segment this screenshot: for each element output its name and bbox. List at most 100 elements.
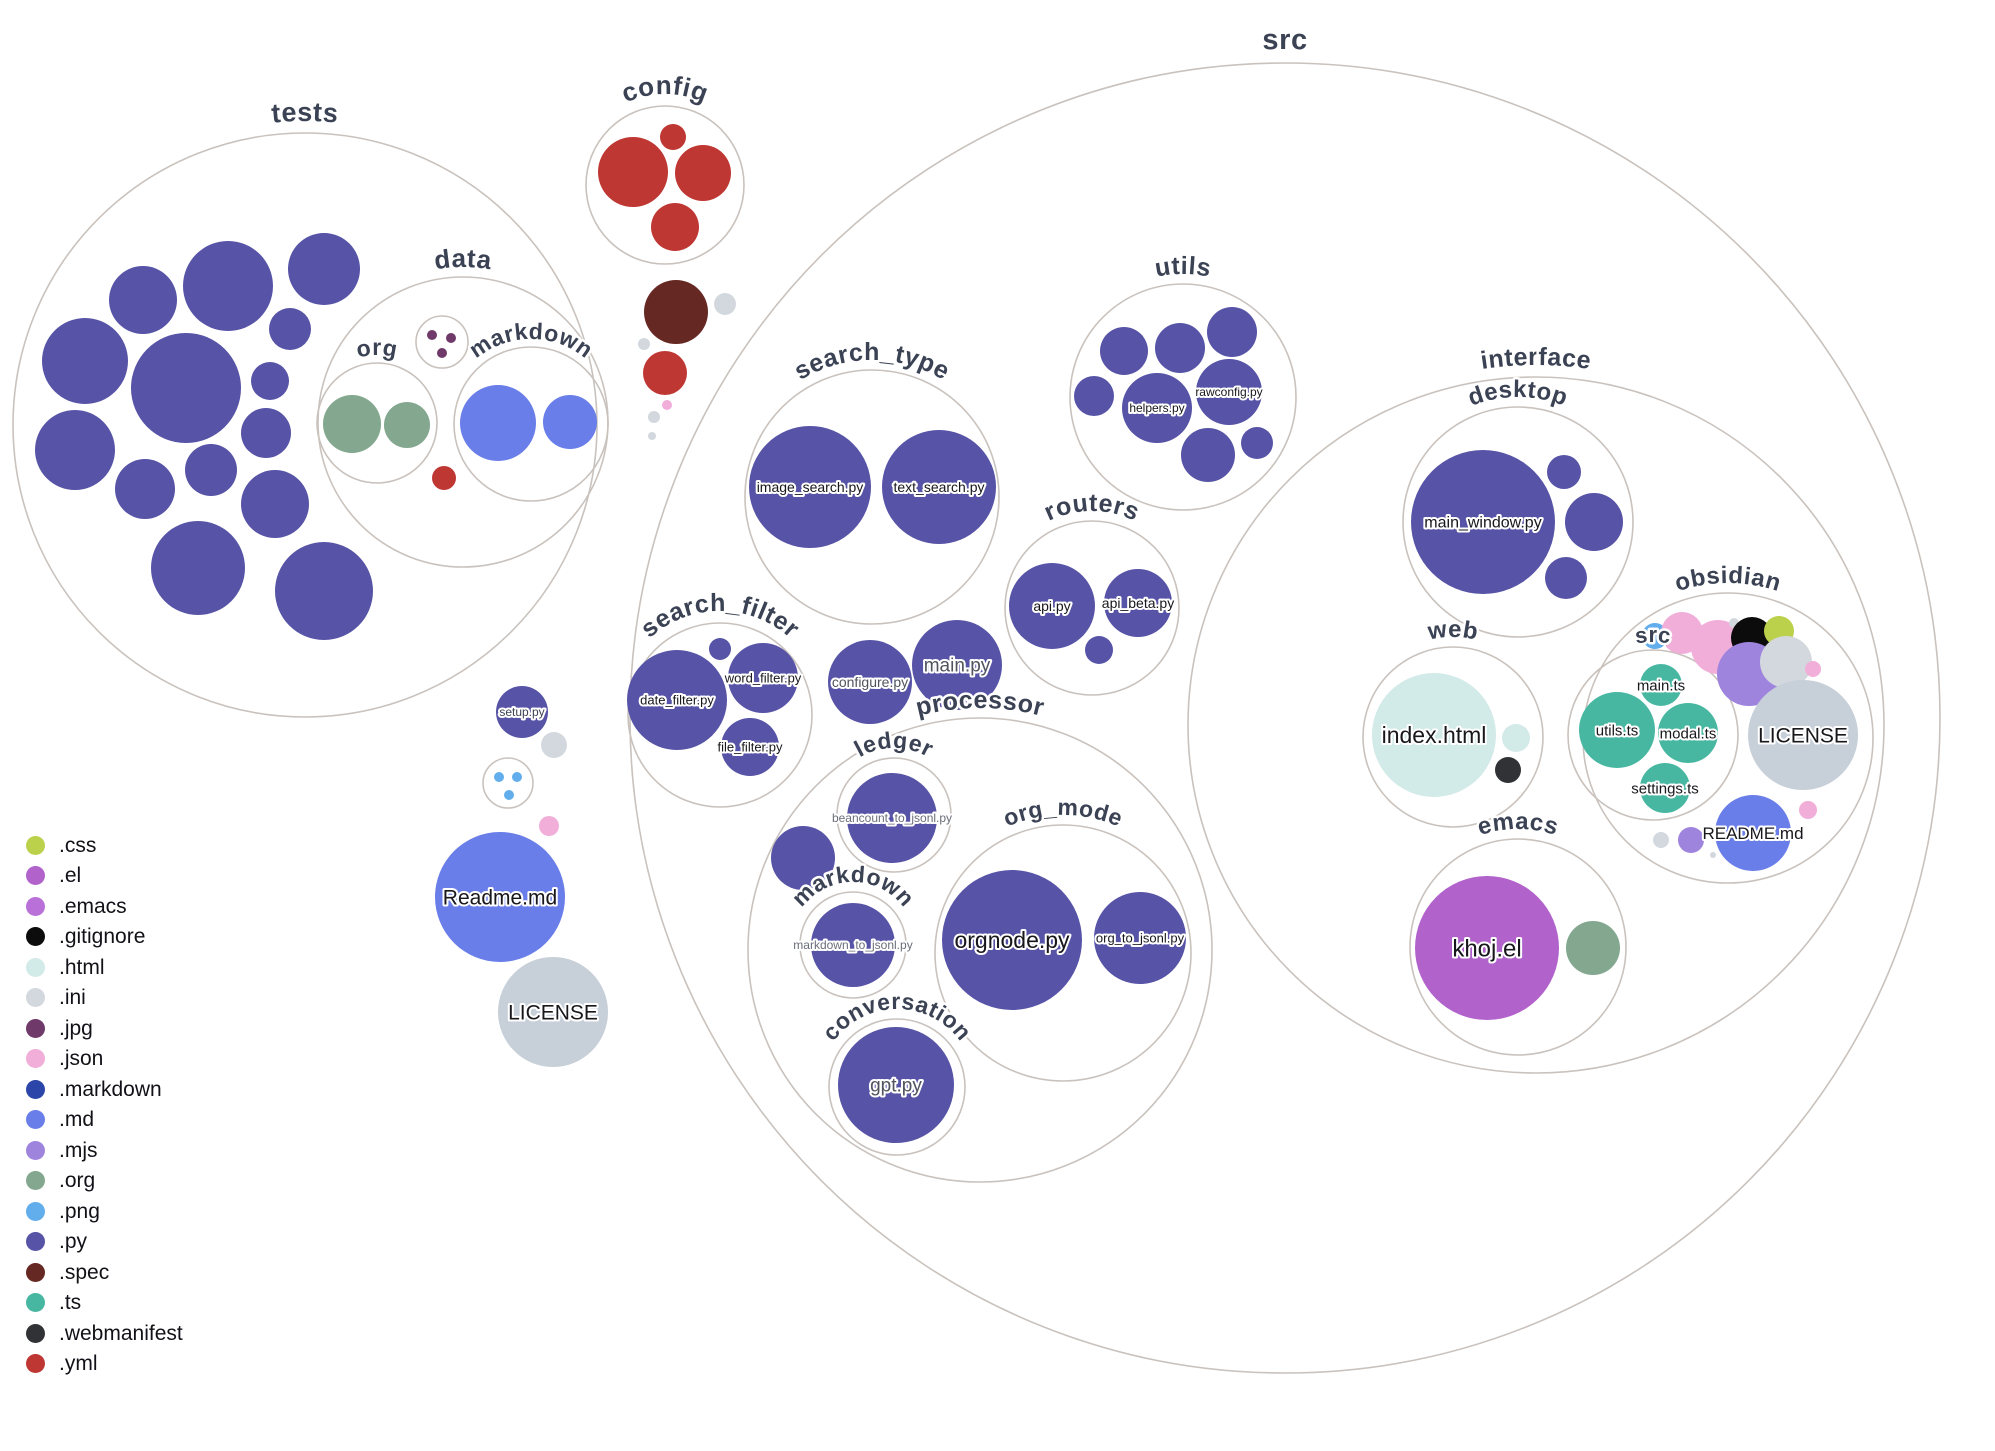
file-dot-py xyxy=(115,459,175,519)
folder-circle-processor xyxy=(747,717,1213,1183)
file-dot-jpg xyxy=(427,330,437,340)
legend-swatch-gitignore xyxy=(26,927,45,947)
file-dot-png xyxy=(504,790,514,800)
file-circle-org-to-jsonl-py xyxy=(1094,892,1186,984)
folder-circles xyxy=(12,62,1941,1374)
file-label-gpt-py: gpt.py xyxy=(870,1076,922,1097)
legend-swatch-html xyxy=(26,957,45,977)
legend-item-jpg: .jpg xyxy=(26,1013,183,1044)
file-dot-py xyxy=(1545,557,1587,599)
legend-label-markdown: .markdown xyxy=(59,1077,162,1101)
file-dot-py xyxy=(275,542,373,640)
file-label-index-html: index.html xyxy=(1382,722,1487,748)
file-label-setup-py: setup.py xyxy=(499,705,544,719)
file-dot-py xyxy=(151,521,245,615)
legend-item-json: .json xyxy=(26,1044,183,1075)
file-dot-spec xyxy=(644,280,708,344)
file-dot-py xyxy=(109,266,177,334)
legend-item-yml: .yml xyxy=(26,1349,183,1380)
file-dot-png xyxy=(512,772,522,782)
file-dot-png xyxy=(494,772,504,782)
file-circle-orgnode-py xyxy=(942,870,1082,1010)
folder-label-obsidian-src: src xyxy=(1634,622,1673,648)
legend-label-ts: .ts xyxy=(59,1291,82,1315)
legend-swatch-ts xyxy=(26,1293,45,1313)
file-label-main-window-py: main_window.py xyxy=(1424,515,1541,532)
file-label-settings-ts: settings.ts xyxy=(1631,780,1699,797)
file-circle-setup-py xyxy=(496,686,548,738)
file-dot-org xyxy=(1566,921,1620,975)
legend-item-ini: .ini xyxy=(26,983,183,1014)
legend-item-html: .html xyxy=(26,952,183,983)
file-circle-api-py xyxy=(1009,563,1095,649)
file-label-main-py: main.py xyxy=(924,656,991,677)
legend-label-gitignore: .gitignore xyxy=(59,925,146,949)
file-circle-rawconfig-py xyxy=(1196,359,1262,425)
file-circle-main-window-py xyxy=(1411,450,1555,594)
file-dot-py xyxy=(1241,427,1273,459)
legend-label-webmanifest: .webmanifest xyxy=(59,1321,183,1345)
legend-label-py: .py xyxy=(59,1230,88,1254)
file-dot-json xyxy=(1799,801,1817,819)
legend-swatch-png xyxy=(26,1201,45,1221)
file-dot-mjs xyxy=(1678,827,1704,853)
file-circle-image-search-py xyxy=(749,426,871,548)
folder-circle-interface xyxy=(1187,376,1885,1074)
file-labels: setup.py Readme.md LICENSE main.py configure… xyxy=(441,383,1850,1098)
file-dot-py xyxy=(241,470,309,538)
legend-item-markdown: .markdown xyxy=(26,1074,183,1105)
file-label-file-filter-py: file_filter.py xyxy=(717,740,783,755)
file-dot-json xyxy=(662,400,672,410)
legend-label-yml: .yml xyxy=(59,1352,98,1376)
file-dot-org xyxy=(384,402,430,448)
file-label-beancount-to-jsonl-py: beancount_to_jsonl.py xyxy=(832,811,952,825)
file-dot-ini xyxy=(1653,832,1669,848)
file-dot-py xyxy=(131,333,241,443)
legend-swatch-py xyxy=(26,1232,45,1252)
folder-circle-desktop xyxy=(1402,406,1634,638)
folder-circle-config xyxy=(585,105,745,265)
file-dot-py xyxy=(241,408,291,458)
folder-circle-processor-markdown xyxy=(799,891,907,999)
file-dot-org xyxy=(323,395,381,453)
legend-label-html: .html xyxy=(59,955,105,979)
legend-label-el: .el xyxy=(59,864,82,888)
legend-swatch-jpg xyxy=(26,1018,45,1038)
file-label-date-filter-py: date_filter.py xyxy=(640,693,714,708)
file-circle-settings-ts xyxy=(1640,763,1690,813)
file-label-rawconfig-py: rawconfig.py xyxy=(1195,385,1262,399)
legend-swatch-markdown xyxy=(26,1079,45,1099)
file-dot-yml xyxy=(660,124,686,150)
folder-circle-conversation xyxy=(828,1018,966,1156)
file-dot-ini xyxy=(638,338,650,350)
legend-label-json: .json xyxy=(59,1047,104,1071)
file-dot-yml xyxy=(598,137,668,207)
file-label-readme-md: Readme.md xyxy=(443,886,557,909)
folder-label-data-markdown: markdown xyxy=(464,318,598,363)
file-circle-readme-md xyxy=(435,832,565,962)
folder-label-src: src xyxy=(1262,24,1308,56)
legend-item-org: .org xyxy=(26,1166,183,1197)
file-dot-html xyxy=(1502,724,1530,752)
file-label-configure-py: configure.py xyxy=(832,674,908,690)
file-dot-ini xyxy=(714,293,736,315)
file-dot-py xyxy=(1207,307,1257,357)
file-dot-py xyxy=(709,638,731,660)
folder-circle-data-jpg-cluster xyxy=(415,315,469,369)
folder-label-tests: tests xyxy=(270,97,340,129)
file-dot-py xyxy=(42,318,128,404)
file-dot-json xyxy=(1805,661,1821,677)
legend-swatch-md xyxy=(26,1110,45,1130)
legend-label-ini: .ini xyxy=(59,986,86,1010)
legend-swatch-json xyxy=(26,1049,45,1069)
file-dot-py xyxy=(183,241,273,331)
file-circle-api-beta-py xyxy=(1104,569,1172,637)
folder-label-ledger: ledger xyxy=(850,727,938,762)
file-circles xyxy=(35,124,1858,1143)
legend-item-webmanifest: .webmanifest xyxy=(26,1318,183,1349)
legend-swatch-ini xyxy=(26,988,45,1008)
file-label-main-ts: main.ts xyxy=(1637,677,1685,694)
legend-label-css: .css xyxy=(59,833,97,857)
legend-item-css: .css xyxy=(26,830,183,861)
legend-swatch-org xyxy=(26,1171,45,1191)
